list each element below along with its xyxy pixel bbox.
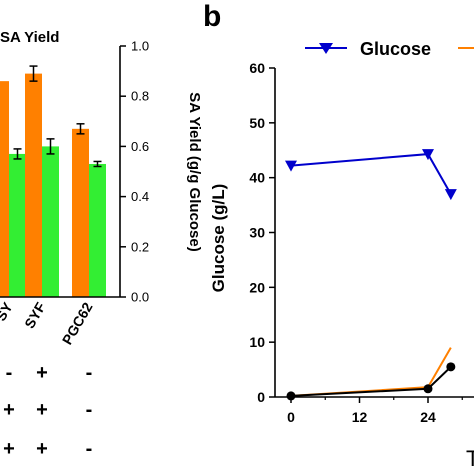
- left-y-ticks: 0.0 0.2 0.4 0.6 0.8 1.0: [120, 39, 149, 305]
- left-panel: SA Yield 0.0 0.2 0.4 0.6 0.8 1.0 SA Yield (g/…: [0, 29, 203, 460]
- glucose-marker: [285, 160, 297, 172]
- tick-label: 1.0: [131, 39, 149, 54]
- legend-marker-glucose: [319, 43, 333, 54]
- tick-label: 0.0: [131, 290, 149, 305]
- category-label: PGC62: [59, 299, 96, 347]
- tick-label: 0.8: [131, 89, 149, 104]
- genotype-cell: -: [86, 438, 93, 460]
- genotype-table: - + - + + - + + -: [3, 362, 92, 460]
- tick-label: 0: [287, 409, 295, 425]
- bar: [42, 146, 59, 297]
- bar: [25, 73, 42, 297]
- legend-label-glucose: Glucose: [360, 39, 431, 59]
- genotype-cell: +: [36, 399, 48, 421]
- genotype-cell: +: [3, 438, 15, 460]
- series-marker: [446, 362, 456, 372]
- bar: [0, 81, 9, 297]
- tick-label: 0.2: [131, 239, 149, 254]
- genotype-cell: -: [6, 362, 13, 384]
- left-category-labels: SY SYF PGC62: [0, 299, 96, 347]
- tick-label: 40: [249, 170, 265, 186]
- right-series: [285, 149, 457, 401]
- tick-label: 0.4: [131, 189, 149, 204]
- tick-label: 30: [249, 225, 265, 241]
- genotype-cell: -: [86, 399, 93, 421]
- right-x-ticks: 0 12 24: [287, 397, 463, 425]
- bar: [9, 153, 26, 297]
- genotype-cell: +: [3, 399, 15, 421]
- right-y-ticks: 0 10 20 30 40 50 60: [249, 60, 275, 405]
- left-bars: [0, 65, 106, 297]
- left-legend-label: SA Yield: [0, 29, 59, 46]
- genotype-cell: -: [86, 362, 93, 384]
- genotype-cell: +: [36, 438, 48, 460]
- genotype-cell: +: [36, 362, 48, 384]
- right-panel: b Glucose Glucose (g/L) T 0102030405060 …: [203, 0, 474, 471]
- panel-label-b: b: [203, 0, 221, 33]
- tick-label: 0.6: [131, 139, 149, 154]
- right-y-axis-label: Glucose (g/L): [209, 184, 228, 293]
- category-label: SY: [0, 299, 16, 324]
- tick-label: 0: [257, 389, 265, 405]
- tick-label: 24: [420, 409, 436, 425]
- series-line: [290, 153, 452, 195]
- series-marker: [423, 384, 433, 394]
- bar: [72, 128, 89, 297]
- left-y-axis-label: SA Yield (g/g Glucose): [186, 92, 203, 251]
- glucose-marker: [422, 149, 434, 161]
- tick-label: 20: [249, 279, 265, 295]
- right-legend: Glucose: [305, 39, 474, 59]
- tick-label: 10: [249, 334, 265, 350]
- series-marker: [286, 391, 296, 401]
- tick-label: 50: [249, 115, 265, 131]
- category-label: SYF: [21, 299, 49, 331]
- tick-label: 12: [352, 409, 368, 425]
- tick-label: 60: [249, 60, 265, 76]
- glucose-marker: [444, 189, 457, 201]
- bar: [89, 163, 106, 297]
- right-x-axis-label: T: [466, 446, 474, 471]
